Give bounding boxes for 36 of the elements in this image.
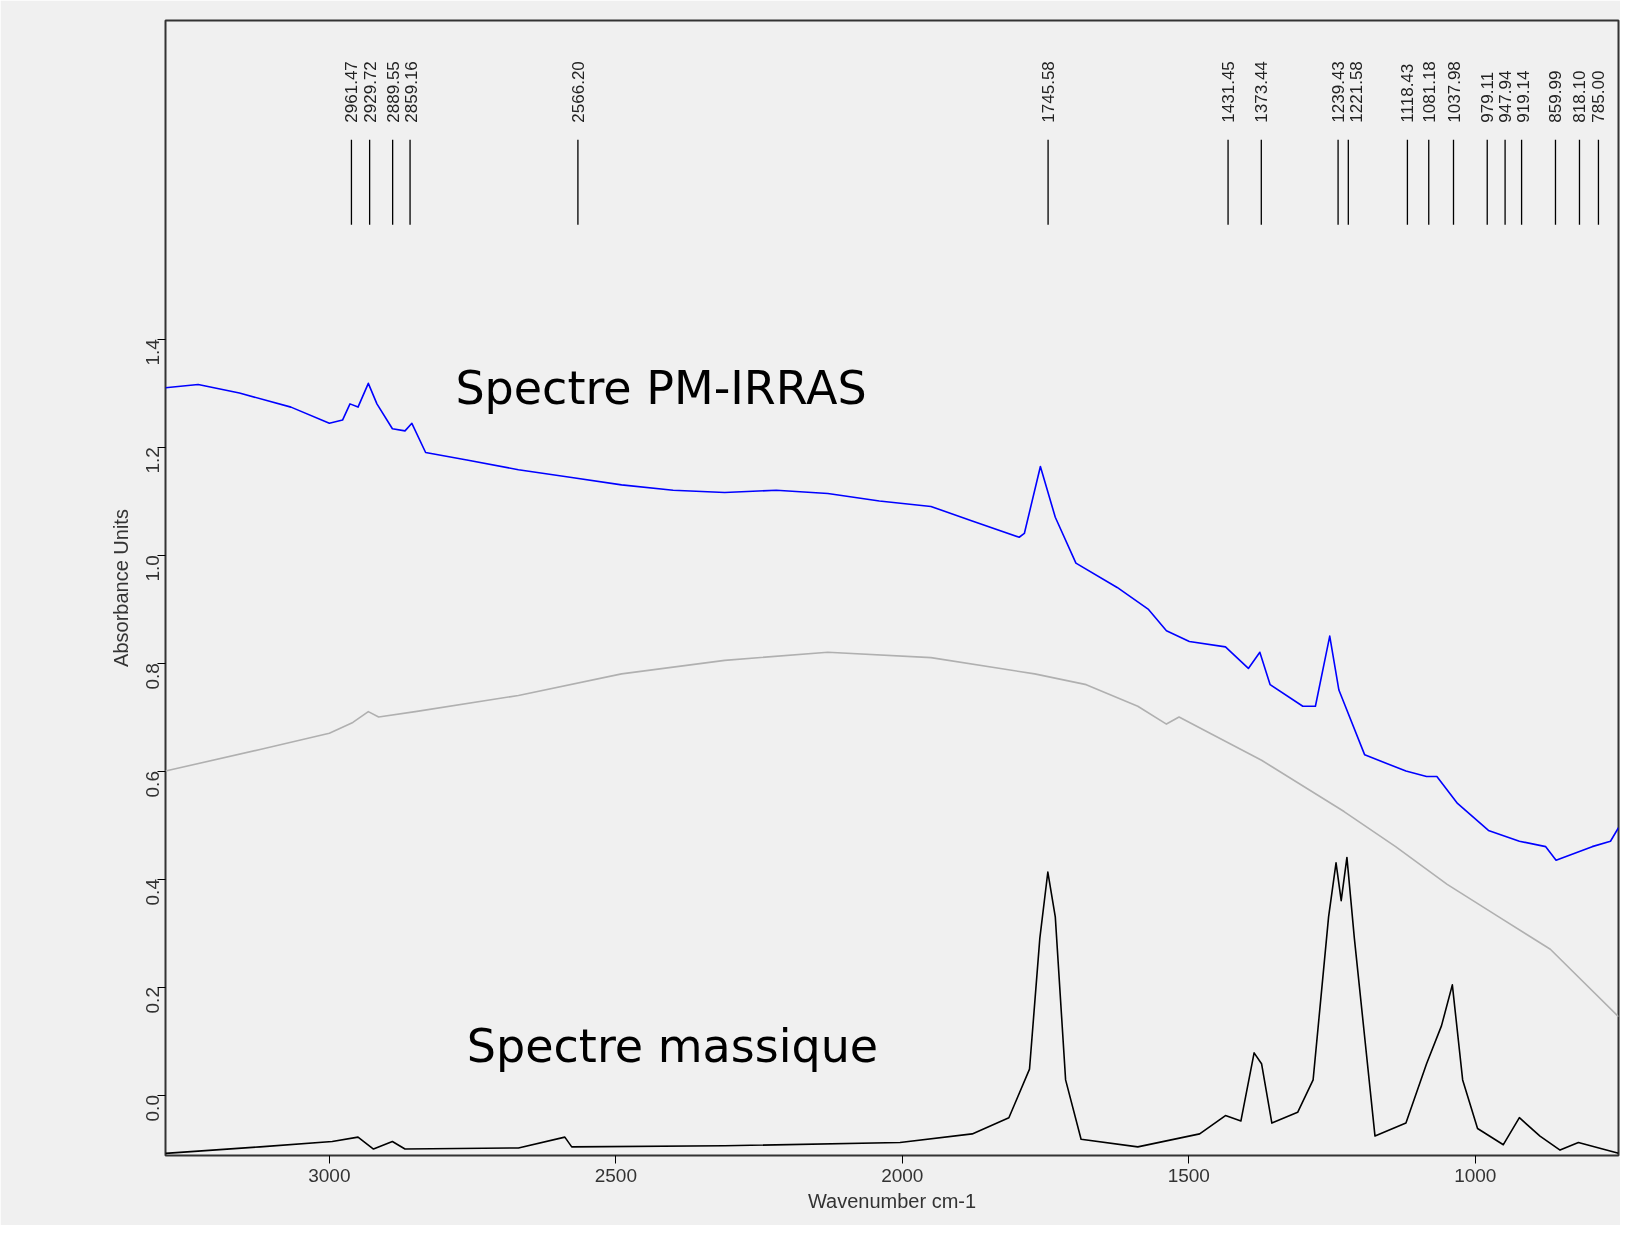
ref-line-label: 1037.98 (1444, 61, 1464, 123)
y-tick-label: 0.6 (142, 771, 163, 798)
x-tick-label: 3000 (308, 1164, 351, 1186)
series-label: Spectre massique (466, 1019, 879, 1074)
ref-line-label: 2961.47 (342, 61, 362, 123)
y-tick-label: 1.2 (142, 447, 163, 474)
series-label: Spectre PM-IRRAS (455, 360, 867, 415)
ref-line-label: 785.00 (1589, 70, 1609, 123)
ref-line-label: 979.11 (1478, 71, 1498, 123)
y-tick-label: 1.0 (142, 555, 163, 582)
y-axis-title: Absorbance Units (109, 509, 132, 667)
ref-line-label: 1239.43 (1329, 61, 1349, 123)
ref-line-label: 2889.55 (383, 61, 403, 123)
y-tick-label: 0.8 (142, 663, 163, 690)
ref-line-label: 2929.72 (360, 61, 380, 123)
ref-line-label: 859.99 (1546, 70, 1566, 123)
ref-line-label: 1221.58 (1347, 61, 1367, 123)
ref-line-label: 1431.45 (1219, 61, 1239, 123)
x-tick-label: 1500 (1167, 1164, 1210, 1186)
x-tick-label: 1000 (1454, 1164, 1497, 1186)
ref-line-label: 1081.18 (1419, 61, 1439, 123)
ref-line-label: 2566.20 (568, 61, 588, 123)
ref-line-label: 818.10 (1570, 70, 1590, 123)
ref-line-label: 919.14 (1514, 70, 1534, 123)
ref-line-label: 1373.44 (1252, 61, 1272, 123)
y-tick-label: 0.4 (142, 878, 163, 906)
ref-line-label: 1118.43 (1398, 63, 1418, 123)
y-tick-label: 0.0 (142, 1095, 163, 1122)
ref-line-label: 1745.58 (1039, 61, 1059, 123)
x-tick-label: 2500 (594, 1164, 637, 1186)
x-axis-title: Wavenumber cm-1 (807, 1189, 977, 1212)
ref-line-label: 947.94 (1496, 70, 1516, 123)
x-tick-label: 2000 (881, 1164, 924, 1186)
ref-line-label: 2859.16 (401, 61, 421, 123)
y-tick-label: 1.4 (142, 338, 163, 366)
y-tick-label: 0.2 (142, 987, 163, 1014)
